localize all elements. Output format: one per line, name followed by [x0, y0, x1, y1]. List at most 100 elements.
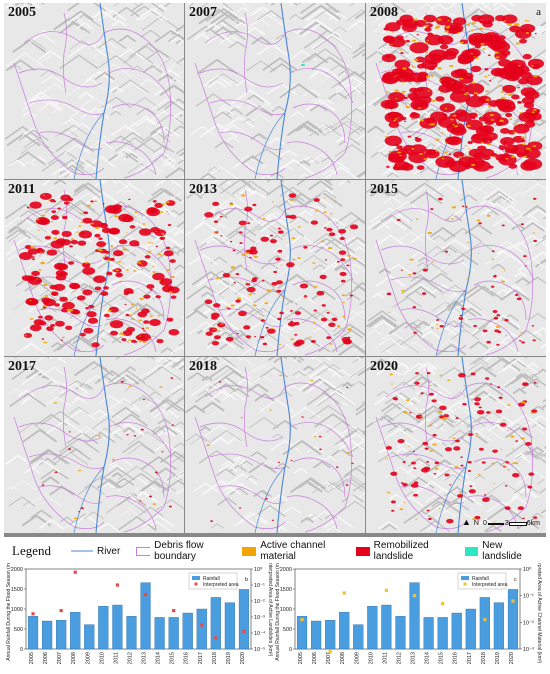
rainfall-bar — [296, 616, 308, 650]
rainfall-bar — [423, 617, 434, 650]
area-point — [342, 591, 346, 595]
x-tick-label: 2010 — [99, 652, 105, 664]
x-tick-label: 2014 — [425, 652, 431, 664]
y-tick-label: 0 — [20, 647, 23, 653]
legend-item-new-landslide: New landslide — [464, 540, 530, 562]
panel-year-label: 2015 — [370, 182, 398, 197]
x-tick-label: 2011 — [113, 652, 119, 664]
y-tick-label: 2000 — [280, 567, 292, 573]
y2-tick-label: 10⁻³ — [254, 615, 265, 621]
area-point — [143, 593, 148, 597]
rainfall-bar — [325, 620, 336, 650]
legend: Legend River Debris flow boundary Active… — [4, 540, 546, 562]
rainfall-bar — [507, 589, 519, 650]
x-tick-label: 2012 — [396, 652, 402, 664]
rainfall-bar — [437, 617, 448, 650]
y-tick-label: 0 — [289, 647, 292, 653]
y-tick-label: 1000 — [11, 607, 23, 613]
scale-bar: ▲ N 0 3 6km — [462, 517, 540, 527]
panel-year-label: 2020 — [370, 359, 398, 374]
rainfall-bar — [168, 617, 179, 650]
map-panel-2007: 2007 — [185, 3, 365, 179]
new-landslide-swatch-icon — [464, 546, 479, 556]
x-tick-label: 2007 — [326, 652, 332, 664]
area-point — [214, 636, 218, 640]
panel-year-label: 2018 — [189, 359, 217, 374]
x-tick-label: 2017 — [467, 652, 473, 664]
x-tick-label: 2016 — [184, 652, 190, 664]
y2-tick-label: 10⁻⁵ — [254, 646, 265, 653]
chart-panel-letter: c — [514, 577, 517, 583]
channel-swatch-icon — [242, 546, 257, 556]
rainfall-bar — [238, 589, 250, 650]
terrain-map — [366, 180, 546, 356]
legend-item-channel: Active channel material — [242, 540, 339, 562]
x-tick-label: 2009 — [85, 652, 91, 664]
panel-letter: a — [536, 6, 541, 18]
x-tick-label: 2007 — [57, 652, 63, 664]
scale-3: 3 — [504, 520, 509, 527]
chart-panel-letter: b — [245, 577, 248, 583]
map-panel-2005: 2005 — [4, 3, 184, 179]
boundary-box-icon — [136, 546, 151, 556]
x-tick-label: 2009 — [354, 652, 360, 664]
chart-c: 0 500 1000 1500 2000 10⁰ 10⁻¹ 10⁻² 10⁻³ 2005 2006 2… — [275, 555, 542, 664]
map-panel-2020: 2020 ▲ N 0 3 6km — [366, 357, 546, 533]
area-point — [242, 629, 246, 633]
x-tick-label: 2005 — [298, 652, 304, 664]
scale-0: 0 — [482, 520, 487, 527]
y-tick-label: 1000 — [280, 607, 292, 613]
rainfall-bar — [42, 620, 53, 650]
chart-legend-area: Interpreted area — [203, 582, 239, 588]
x-tick-label: 2017 — [198, 652, 204, 664]
map-panel-grid: 2005 2007 2008 a 2011 2013 2015 2017 2018 2020 ▲ N 0… — [4, 3, 546, 537]
panel-year-label: 2013 — [189, 182, 217, 197]
x-tick-label: 2010 — [368, 652, 374, 664]
river-line-icon — [70, 550, 93, 552]
panel-year-label: 2007 — [189, 5, 217, 20]
rainfall-bar — [339, 612, 350, 650]
y2-tick-label: 10⁰ — [523, 566, 532, 573]
scale-unit: km — [530, 520, 540, 527]
area-point — [31, 612, 35, 616]
area-point — [441, 602, 445, 606]
x-tick-label: 2016 — [453, 652, 459, 664]
area-point — [300, 618, 304, 622]
y-tick-label: 1500 — [11, 587, 23, 593]
terrain-map — [185, 357, 365, 533]
x-tick-label: 2008 — [340, 652, 346, 664]
terrain-map — [366, 3, 546, 179]
y2-tick-label: 10⁰ — [254, 566, 263, 573]
y-tick-label: 500 — [14, 627, 23, 633]
y2-tick-label: 10⁻¹ — [523, 594, 534, 600]
area-point — [59, 609, 63, 613]
terrain-map — [366, 357, 546, 533]
y-tick-label: 500 — [283, 627, 292, 633]
rainfall-bar — [367, 606, 378, 650]
rainfall-bar — [182, 612, 193, 650]
x-tick-label: 2020 — [240, 652, 246, 664]
x-tick-label: 2018 — [212, 652, 218, 664]
terrain-map — [4, 357, 184, 533]
area-point — [483, 618, 487, 622]
scale-6: 6 — [526, 520, 531, 527]
rainfall-bar — [395, 616, 406, 650]
legend-item-remobilized: Remobilized landslide — [355, 540, 449, 562]
rainfall-charts: 0 500 1000 1500 2000 10⁰ 10⁻¹ 10⁻² 10⁻³ 10⁻⁴ 10⁻⁵ 2… — [6, 555, 542, 664]
y2-tick-label: 10⁻² — [254, 599, 265, 605]
y2-tick-label: 10⁻³ — [523, 647, 534, 653]
area-point — [172, 609, 176, 613]
y2-tick-label: 10⁻⁴ — [254, 630, 266, 637]
x-tick-label: 2006 — [312, 652, 318, 664]
north-arrow-icon: ▲ — [461, 517, 471, 527]
panel-year-label: 2008 — [370, 5, 398, 20]
y2-tick-label: 10⁻² — [523, 620, 534, 626]
y2-tick-label: 10⁻¹ — [254, 583, 265, 589]
area-point — [384, 588, 389, 592]
north-label: N — [473, 520, 479, 527]
legend-item-boundary: Debris flow boundary — [136, 540, 226, 562]
area-point — [511, 599, 515, 603]
legend-item-river: River — [70, 546, 120, 557]
terrain-map — [4, 180, 184, 356]
x-tick-label: 2020 — [509, 652, 515, 664]
